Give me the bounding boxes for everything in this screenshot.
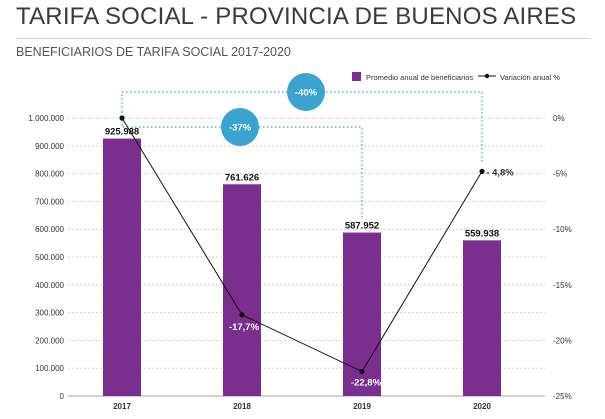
bar-value-label: 559.938: [465, 228, 499, 239]
variation-point: [239, 312, 245, 318]
y2-tick-label: -15%: [553, 281, 572, 290]
y2-tick-label: -10%: [553, 225, 572, 234]
bar-value-label: 925.988: [105, 127, 139, 138]
y2-tick-label: 0%: [553, 114, 565, 123]
variation-point: [359, 368, 365, 375]
variation-label: -17,7%: [229, 322, 260, 333]
bar: [463, 240, 501, 396]
x-tick-label: 2020: [473, 402, 491, 411]
bar: [343, 232, 381, 396]
variation-point: [479, 168, 485, 174]
y-tick-label: 200.000: [35, 336, 64, 345]
y-tick-label: 700.000: [35, 197, 64, 206]
x-tick-label: 2019: [353, 402, 371, 411]
legend-swatch-bars: [352, 72, 361, 81]
y-tick-label: 0: [60, 392, 65, 401]
legend-label-bars: Promedio anual de beneficiarios: [366, 73, 473, 82]
x-tick-label: 2018: [233, 402, 251, 411]
y-tick-label: 300.000: [35, 309, 64, 318]
variation-point: [119, 115, 125, 121]
chart-title: TARIFA SOCIAL - PROVINCIA DE BUENOS AIRE…: [16, 3, 577, 30]
annotation-bubble: [287, 73, 325, 111]
bar: [103, 138, 141, 397]
y2-tick-label: -20%: [553, 336, 572, 345]
y-tick-label: 500.000: [35, 253, 64, 262]
variation-label: - 4,8%: [486, 167, 514, 178]
y-tick-label: 900.000: [35, 142, 64, 151]
legend-label-line: Variación anual %: [500, 73, 560, 82]
bar: [223, 184, 261, 396]
variation-line: [121, 117, 483, 373]
annotation-label: -40%: [295, 88, 318, 99]
x-tick-label: 2017: [113, 402, 131, 411]
annotation-bubble: [221, 108, 259, 146]
y2-tick-label: -5%: [553, 170, 567, 179]
chart-subtitle: BENEFICIARIOS DE TARIFA SOCIAL 2017-2020: [16, 45, 291, 59]
y-tick-label: 800.000: [35, 170, 64, 179]
y-tick-label: 1.000.000: [28, 114, 64, 123]
variation-label: -22,8%: [351, 378, 382, 389]
y-tick-label: 100.000: [35, 364, 64, 373]
annotation-bracket: [121, 112, 363, 219]
y-tick-label: 600.000: [35, 225, 64, 234]
bar-value-label: 587.952: [345, 221, 379, 232]
legend-marker-line: [484, 73, 490, 79]
y-tick-label: 400.000: [35, 281, 64, 290]
bar-value-label: 761.626: [225, 172, 259, 183]
annotation-label: -37%: [229, 123, 252, 134]
title-divider: [16, 38, 590, 39]
y2-tick-label: -25%: [553, 392, 572, 401]
